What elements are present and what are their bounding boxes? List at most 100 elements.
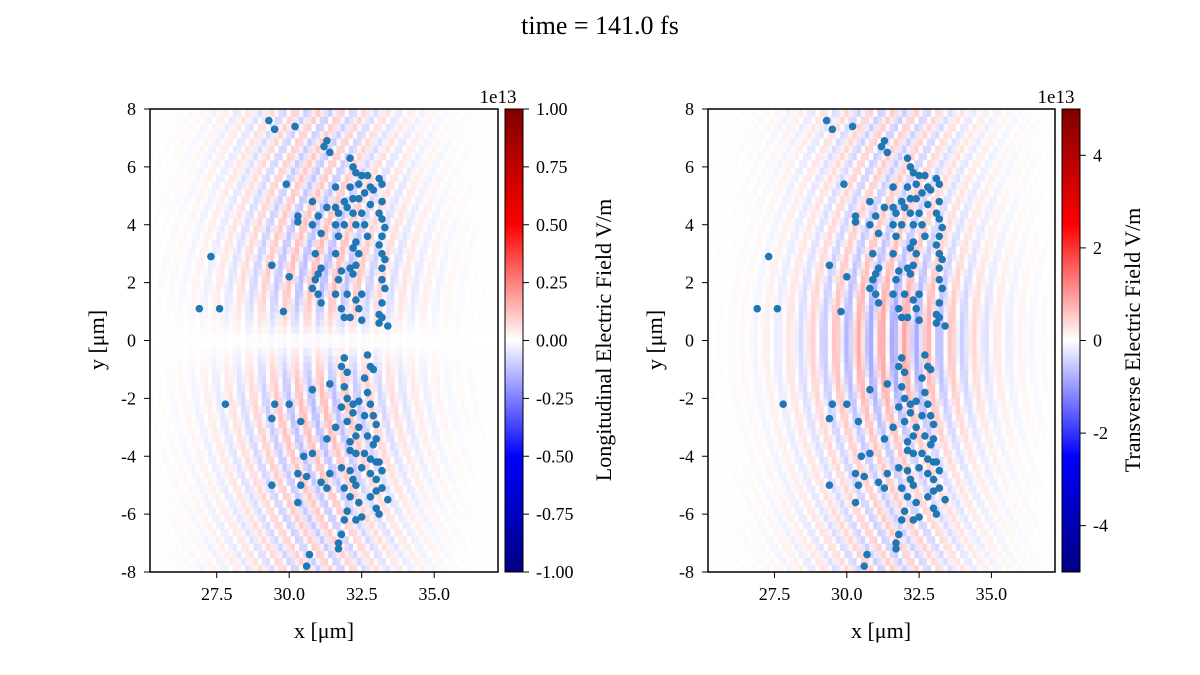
field-cell — [460, 470, 466, 479]
field-cell — [195, 246, 201, 255]
field-cell — [456, 369, 462, 378]
field-cell — [282, 311, 288, 320]
field-cell — [427, 485, 433, 494]
field-cell — [174, 166, 180, 175]
field-cell — [357, 485, 362, 494]
field-cell — [224, 441, 230, 450]
field-cell — [199, 383, 205, 392]
field-cell — [324, 405, 329, 414]
field-cell — [249, 109, 255, 117]
field-cell — [398, 463, 404, 472]
field-cell — [344, 210, 350, 219]
field-cell — [208, 427, 213, 436]
field-cell — [174, 485, 180, 494]
field-cell — [464, 203, 470, 211]
field-cell — [469, 174, 474, 182]
field-cell — [390, 354, 396, 363]
field-cell — [423, 123, 429, 132]
field-cell — [216, 333, 222, 342]
field-cell — [228, 224, 234, 233]
field-cell — [469, 224, 474, 233]
field-cell — [435, 434, 441, 443]
field-cell — [402, 492, 408, 501]
field-cell — [216, 535, 222, 544]
field-cell — [419, 210, 425, 219]
field-cell — [282, 347, 288, 356]
field-cell — [253, 203, 259, 211]
field-cell — [361, 521, 367, 530]
field-cell — [319, 441, 325, 450]
field-cell — [249, 137, 255, 146]
field-cell — [253, 159, 259, 168]
field-cell — [411, 289, 416, 298]
field-cell — [299, 354, 304, 363]
field-cell — [241, 499, 246, 508]
field-cell — [253, 420, 259, 428]
field-cell — [282, 369, 288, 378]
field-cell — [303, 268, 309, 276]
field-cell — [299, 166, 304, 175]
field-cell — [336, 499, 342, 508]
field-cell — [241, 420, 246, 428]
field-cell — [398, 289, 404, 298]
field-cell — [444, 109, 449, 117]
field-cell — [398, 434, 404, 443]
field-cell — [212, 116, 217, 125]
field-cell — [249, 333, 255, 342]
field-cell — [464, 499, 470, 508]
field-cell — [290, 145, 296, 153]
field-cell — [278, 145, 284, 153]
field-cell — [228, 550, 234, 559]
field-cell — [303, 159, 309, 168]
field-cell — [228, 181, 234, 190]
field-cell — [183, 231, 188, 240]
field-cell — [303, 246, 309, 255]
field-cell — [166, 369, 172, 378]
field-cell — [295, 557, 300, 566]
field-cell — [162, 354, 168, 363]
field-cell — [319, 412, 325, 421]
field-cell — [261, 354, 267, 363]
field-cell — [286, 521, 292, 530]
field-cell — [208, 557, 213, 566]
field-cell — [158, 109, 164, 117]
field-cell — [369, 434, 375, 443]
field-cell — [278, 231, 284, 240]
field-cell — [336, 217, 342, 226]
field-cell — [199, 311, 205, 320]
field-cell — [187, 123, 193, 132]
field-cell — [166, 137, 172, 146]
field-cell — [411, 217, 416, 226]
field-cell — [150, 109, 155, 117]
field-cell — [307, 347, 313, 356]
field-cell — [390, 217, 396, 226]
field-cell — [162, 304, 168, 313]
field-cell — [274, 391, 280, 399]
field-cell — [274, 145, 280, 153]
field-cell — [166, 130, 172, 139]
field-cell — [241, 449, 246, 457]
field-cell — [411, 137, 416, 146]
field-cell — [212, 203, 217, 211]
field-cell — [220, 564, 226, 572]
field-cell — [290, 376, 296, 385]
field-cell — [286, 470, 292, 479]
field-cell — [361, 145, 367, 153]
field-cell — [406, 203, 412, 211]
field-cell — [158, 456, 164, 465]
field-cell — [448, 282, 454, 291]
field-cell — [170, 159, 176, 168]
field-cell — [390, 318, 396, 327]
field-cell — [398, 130, 404, 139]
field-cell — [257, 398, 263, 407]
field-cell — [448, 275, 454, 284]
field-cell — [423, 514, 429, 522]
field-cell — [460, 362, 466, 371]
field-cell — [203, 333, 209, 342]
field-cell — [452, 195, 458, 204]
field-cell — [203, 217, 209, 226]
field-cell — [191, 412, 197, 421]
field-cell — [348, 499, 354, 508]
field-cell — [419, 239, 425, 248]
field-cell — [150, 210, 155, 219]
